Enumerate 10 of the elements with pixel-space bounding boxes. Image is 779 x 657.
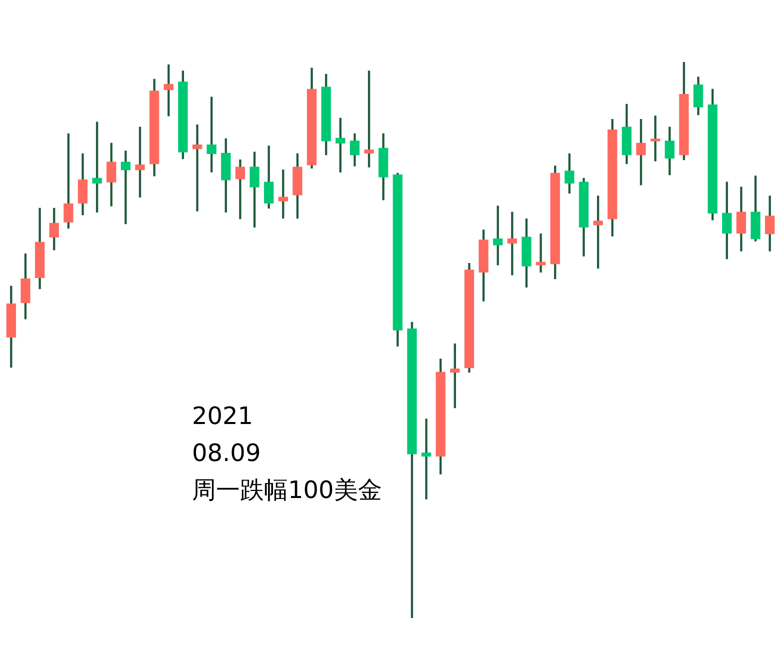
annotation: 08.09 [192,438,262,469]
candlestick [650,116,660,162]
annotation: 2021 [192,401,254,432]
candlestick [192,124,202,212]
candlestick [421,418,432,500]
candlestick [235,160,246,220]
candlestick [120,150,131,224]
annotation: 周一跌幅100美金 [192,475,382,506]
candlestick [536,233,546,272]
candlestick [507,212,518,276]
